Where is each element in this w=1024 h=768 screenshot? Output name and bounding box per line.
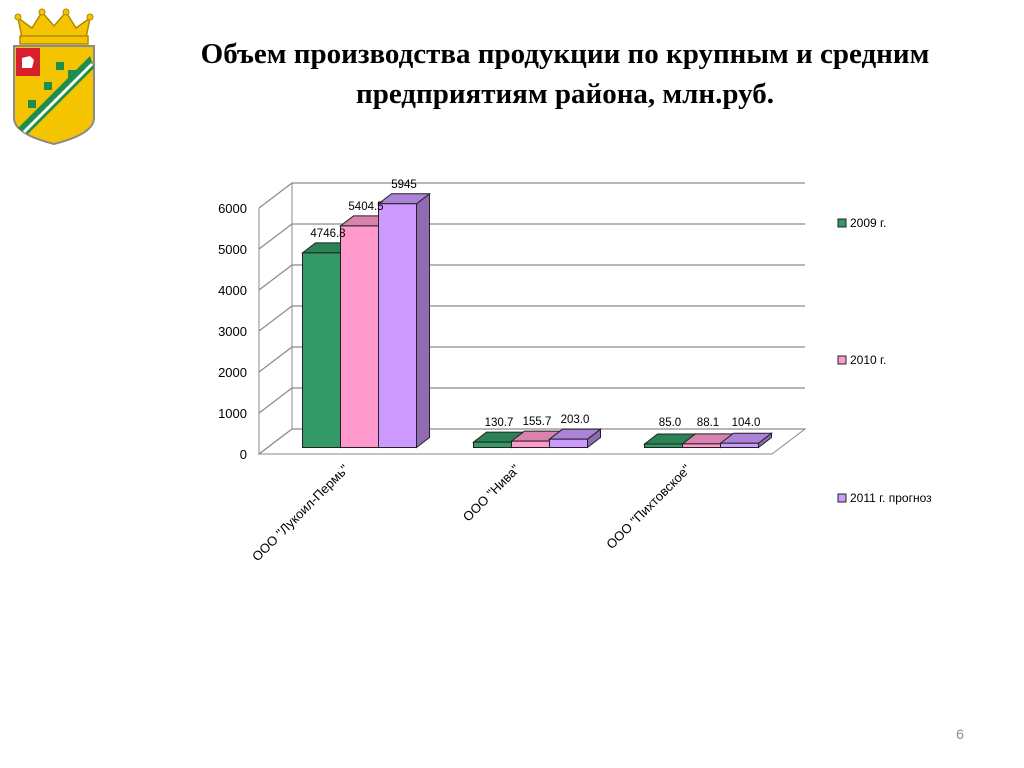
- gridline: [258, 223, 805, 250]
- data-label: 104.0: [732, 417, 761, 429]
- gridline: [258, 346, 805, 373]
- x-tick-label: ООО "Нива": [460, 461, 523, 524]
- y-axis: 0 1000 2000 3000 4000 5000 6000: [218, 201, 247, 462]
- bar: [377, 192, 431, 449]
- y-tick-label: 0: [240, 447, 247, 462]
- data-label: 5404.5: [348, 201, 383, 213]
- data-label: 155.7: [523, 416, 552, 428]
- data-label: 203.0: [561, 414, 590, 426]
- coat-of-arms-icon: [13, 8, 95, 146]
- y-tick-label: 3000: [218, 324, 247, 339]
- y-tick-label: 4000: [218, 283, 247, 298]
- data-label: 85.0: [659, 417, 681, 429]
- y-tick-label: 5000: [218, 242, 247, 257]
- page-number: 6: [956, 726, 964, 742]
- bar-front: [302, 252, 341, 448]
- data-labels: 4746.8 5404.5 5945 130.7 155.7 203.0 85.0 88.1 1…: [310, 179, 760, 429]
- bar: [719, 432, 773, 449]
- legend-swatch: [837, 355, 847, 365]
- legend-swatch: [837, 218, 847, 228]
- bar: [548, 428, 602, 449]
- gridline: [258, 387, 805, 414]
- bar-front: [549, 438, 588, 449]
- page-title: Объем производства продукции по крупным …: [200, 38, 930, 110]
- data-label: 88.1: [697, 417, 719, 429]
- legend-label: 2009 г.: [850, 216, 886, 230]
- legend-label: 2010 г.: [850, 353, 886, 367]
- chart-legend: 2009 г. 2010 г. 2011 г. прогноз: [837, 216, 932, 505]
- gridline: [258, 428, 805, 455]
- bar-series: [301, 192, 773, 449]
- data-label: 130.7: [485, 417, 514, 429]
- legend-label: 2011 г. прогноз: [850, 491, 932, 505]
- bar-side: [416, 192, 430, 449]
- y-tick-label: 2000: [218, 365, 247, 380]
- bar-front: [644, 443, 683, 449]
- y-tick-label: 1000: [218, 406, 247, 421]
- gridline: [258, 182, 805, 209]
- data-label: 5945: [391, 179, 417, 191]
- x-tick-label: ООО "Лукоил-Пермь": [249, 461, 352, 564]
- bar-front: [473, 441, 512, 448]
- legend-swatch: [837, 493, 847, 503]
- gridline: [258, 305, 805, 332]
- data-label: 4746.8: [310, 228, 345, 240]
- x-axis: ООО "Лукоил-Пермь" ООО "Нива" ООО "Пихтовс…: [249, 461, 694, 564]
- gridline: [258, 264, 805, 291]
- bar-front: [511, 440, 550, 449]
- bar-front: [378, 203, 417, 448]
- bar-front: [340, 225, 379, 448]
- x-tick-label: ООО "Пихтовское": [603, 461, 694, 552]
- bar-front: [682, 443, 721, 449]
- y-tick-label: 6000: [218, 201, 247, 216]
- bar-front: [720, 442, 759, 448]
